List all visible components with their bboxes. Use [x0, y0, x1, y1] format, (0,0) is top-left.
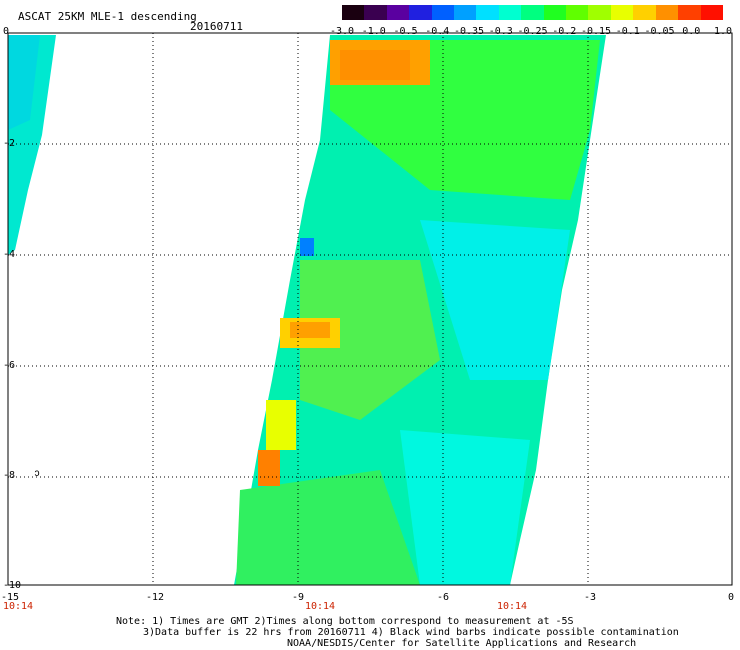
swath-cyan-bottom: [400, 430, 530, 585]
wind-barb-icon: ↄ: [34, 468, 41, 479]
color-scale-segment: [409, 5, 432, 20]
color-scale-segment: [566, 5, 589, 20]
gridlines: [8, 33, 732, 585]
color-scale-label: -0.1: [615, 26, 640, 37]
chart-title: ASCAT 25KM MLE-1 descending: [18, 10, 197, 23]
color-scale-label: -0.35: [453, 26, 485, 37]
color-scale-segment: [386, 5, 410, 20]
color-scale-segment: [342, 5, 365, 20]
map-frame: [7, 32, 733, 586]
color-scale-label: -0.25: [517, 26, 548, 37]
color-scale-segment: [454, 5, 477, 20]
color-scale-segment: [633, 5, 656, 20]
color-scale-bar: [342, 5, 723, 20]
color-scale-label: -0.05: [644, 26, 675, 37]
time-label: 10:14: [304, 601, 336, 612]
swath-orange-top-core: [340, 50, 410, 80]
x-tick-label: -15: [0, 592, 20, 603]
color-scale-segment: [476, 5, 499, 20]
x-tick-label: -3: [583, 592, 597, 603]
color-scale-segment: [521, 5, 544, 20]
time-label: 10:14: [2, 601, 34, 612]
color-scale-label: -0.3: [488, 26, 513, 37]
color-scale-label: -3.0: [329, 26, 355, 37]
color-scale-segment: [543, 5, 567, 20]
swath-green-mid: [300, 260, 440, 420]
x-tick-label: -9: [291, 592, 305, 603]
color-scale-label: 0.0: [682, 26, 701, 37]
color-scale-segment: [610, 5, 634, 20]
time-label: 10:14: [496, 601, 528, 612]
note-line-3: NOAA/NESDIS/Center for Satellite Applica…: [287, 638, 637, 649]
y-tick-label: -4: [3, 249, 16, 260]
color-scale-label: -0.5: [393, 26, 418, 37]
swath-green-bottom: [236, 470, 420, 585]
swath-cyan-left: [8, 35, 40, 130]
y-tick-label: -6: [3, 360, 16, 371]
color-scale-segment: [655, 5, 679, 20]
color-scale-segment: [364, 5, 387, 20]
color-scale-label: 1.0: [713, 26, 733, 37]
x-tick-label: 0: [727, 592, 735, 603]
swath-blue-spot: [300, 238, 314, 256]
y-tick-label: -2: [3, 138, 16, 149]
y-tick-label: 0: [3, 26, 10, 37]
color-scale-segment: [498, 5, 522, 20]
swath-data: [8, 35, 606, 585]
y-tick-label: -10: [3, 580, 22, 591]
color-scale-labels: -3.0 -1.0 -0.5 -0.4 -0.35 -0.3 -0.25 -0.2 -0.15-…: [330, 26, 732, 38]
y-tick-label: -8: [3, 470, 16, 481]
x-tick-label: -6: [436, 592, 450, 603]
swath-cyan-right: [420, 220, 570, 380]
x-tick-label: -12: [145, 592, 165, 603]
color-scale-segment: [700, 5, 723, 20]
swath-orange-low: [258, 450, 280, 486]
color-scale-label: -0.15: [580, 26, 612, 37]
swath-yellow-low: [266, 400, 296, 450]
color-scale-segment: [431, 5, 455, 20]
swath-orange-mid: [290, 322, 330, 338]
note-line-1: Note: 1) Times are GMT 2)Times along bot…: [116, 616, 574, 627]
color-scale-segment: [678, 5, 701, 20]
color-scale-label: -0.4: [425, 26, 450, 37]
note-line-2: 3)Data buffer is 22 hrs from 20160711 4)…: [143, 627, 679, 638]
color-scale-label: -1.0: [361, 26, 386, 37]
color-scale-label: -0.2: [552, 26, 577, 37]
color-scale-segment: [588, 5, 611, 20]
chart-date: 20160711: [190, 20, 243, 33]
